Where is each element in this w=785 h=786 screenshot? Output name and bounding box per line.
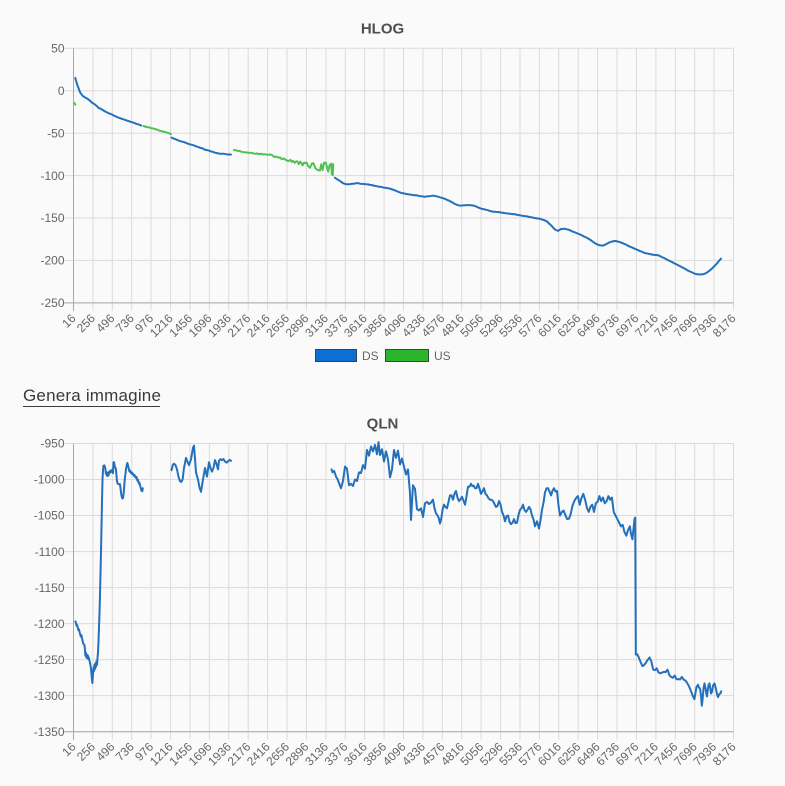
svg-text:-1350: -1350	[34, 725, 65, 739]
svg-text:-150: -150	[40, 211, 64, 225]
svg-text:-200: -200	[40, 254, 64, 268]
svg-text:-1050: -1050	[34, 509, 65, 523]
svg-text:-250: -250	[40, 296, 64, 310]
svg-text:-1200: -1200	[34, 617, 65, 631]
svg-text:-1250: -1250	[34, 653, 65, 667]
svg-text:-1000: -1000	[34, 473, 65, 487]
svg-text:50: 50	[51, 41, 65, 55]
svg-text:-950: -950	[40, 437, 64, 451]
svg-text:US: US	[434, 349, 451, 363]
svg-text:-50: -50	[47, 126, 65, 140]
svg-text:-100: -100	[40, 169, 64, 183]
svg-text:-1300: -1300	[34, 689, 65, 703]
svg-text:-1150: -1150	[35, 581, 65, 595]
svg-text:-1100: -1100	[35, 545, 65, 559]
svg-text:QLN: QLN	[367, 416, 399, 433]
svg-text:0: 0	[58, 84, 65, 98]
svg-text:DS: DS	[362, 349, 379, 363]
svg-text:HLOG: HLOG	[361, 21, 404, 38]
svg-text:Genera immagine: Genera immagine	[23, 386, 161, 405]
